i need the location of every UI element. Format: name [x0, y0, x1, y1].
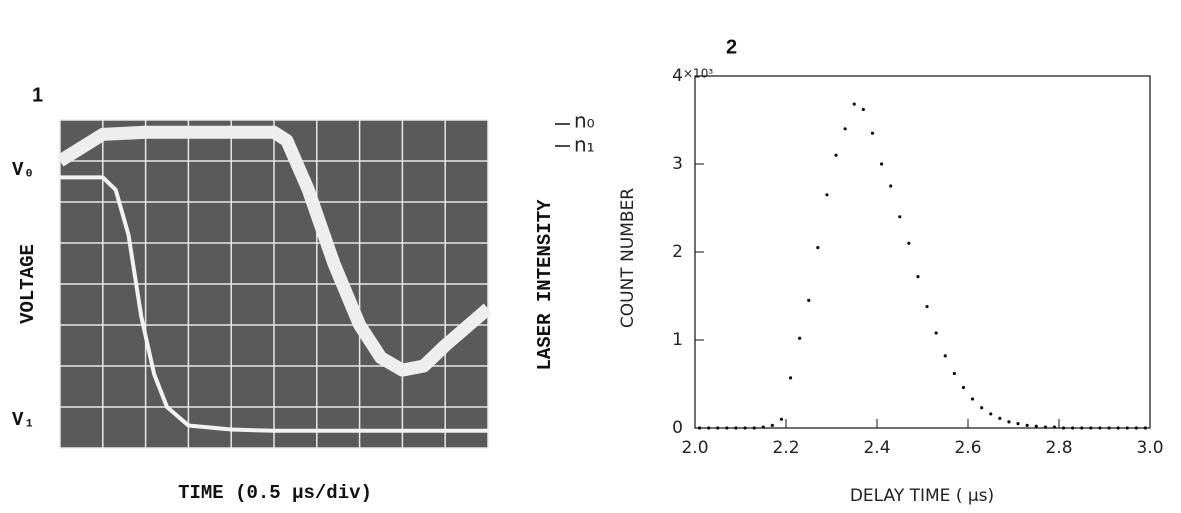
- figure: 1 VOLTAGE LASER INTENSITY TIME (0.5 μs/div)…: [0, 0, 1181, 513]
- data-point: [1071, 426, 1074, 429]
- annotation: n₁: [574, 133, 595, 157]
- x-tick-label: 2.8: [1045, 438, 1072, 458]
- data-point: [1126, 426, 1129, 429]
- data-point: [716, 426, 719, 429]
- data-point: [762, 426, 765, 429]
- data-point: [725, 426, 728, 429]
- y-tick-label: 3: [672, 154, 683, 174]
- data-point: [971, 397, 974, 400]
- y-tick-label: 1: [672, 330, 683, 350]
- annotation: V₁: [12, 409, 35, 431]
- annotation: n₀: [574, 109, 595, 133]
- data-point: [962, 386, 965, 389]
- data-point: [1107, 426, 1110, 429]
- data-point: [944, 354, 947, 357]
- data-point: [825, 193, 828, 196]
- data-point: [1026, 424, 1029, 427]
- y-axis-label: COUNT NUMBER: [618, 188, 638, 328]
- y-multiplier: ×10³: [683, 67, 713, 81]
- data-point: [807, 299, 810, 302]
- data-point: [753, 426, 756, 429]
- data-point: [953, 372, 956, 375]
- data-point: [1062, 426, 1065, 429]
- data-point: [871, 132, 874, 135]
- x-tick-label: 2.2: [772, 438, 799, 458]
- y-tick-label: 4: [672, 66, 683, 86]
- data-point: [1053, 426, 1056, 429]
- data-point: [816, 246, 819, 249]
- y-tick-label: 0: [672, 418, 683, 438]
- x-axis-label: DELAY TIME ( μs): [850, 486, 994, 506]
- data-point: [1016, 422, 1019, 425]
- data-point: [989, 412, 992, 415]
- data-point: [853, 103, 856, 106]
- x-axis-label: TIME (0.5 μs/div): [178, 482, 372, 504]
- y-tick-label: 2: [672, 242, 683, 262]
- data-point: [889, 184, 892, 187]
- x-tick-label: 2.0: [681, 438, 708, 458]
- data-point: [707, 426, 710, 429]
- data-point: [834, 154, 837, 157]
- data-point: [743, 426, 746, 429]
- data-point: [1098, 426, 1101, 429]
- data-point: [1135, 426, 1138, 429]
- annotation: V₀: [12, 159, 35, 181]
- data-point: [1144, 426, 1147, 429]
- data-point: [789, 376, 792, 379]
- y-axis-label: VOLTAGE: [17, 244, 39, 324]
- data-point: [1044, 426, 1047, 429]
- data-point: [734, 426, 737, 429]
- data-point: [1035, 425, 1038, 428]
- x-tick-label: 2.4: [863, 438, 890, 458]
- x-tick-label: 2.6: [954, 438, 981, 458]
- data-point: [1089, 426, 1092, 429]
- data-point: [798, 337, 801, 340]
- data-point: [844, 127, 847, 130]
- data-point: [980, 406, 983, 409]
- plot-frame: [695, 76, 1150, 428]
- data-point: [1117, 426, 1120, 429]
- data-point: [1080, 426, 1083, 429]
- data-point: [1007, 420, 1010, 423]
- data-point: [771, 424, 774, 427]
- data-point: [935, 331, 938, 334]
- x-tick-label: 3.0: [1136, 438, 1163, 458]
- y2-axis-label: LASER INTENSITY: [534, 199, 556, 371]
- data-point: [907, 242, 910, 245]
- panel-label: 1: [32, 84, 43, 106]
- data-point: [880, 162, 883, 165]
- data-point: [925, 305, 928, 308]
- panel-label: 2: [726, 36, 737, 58]
- data-point: [998, 417, 1001, 420]
- data-point: [916, 275, 919, 278]
- data-point: [698, 426, 701, 429]
- data-point: [780, 418, 783, 421]
- data-point: [898, 215, 901, 218]
- data-point: [862, 108, 865, 111]
